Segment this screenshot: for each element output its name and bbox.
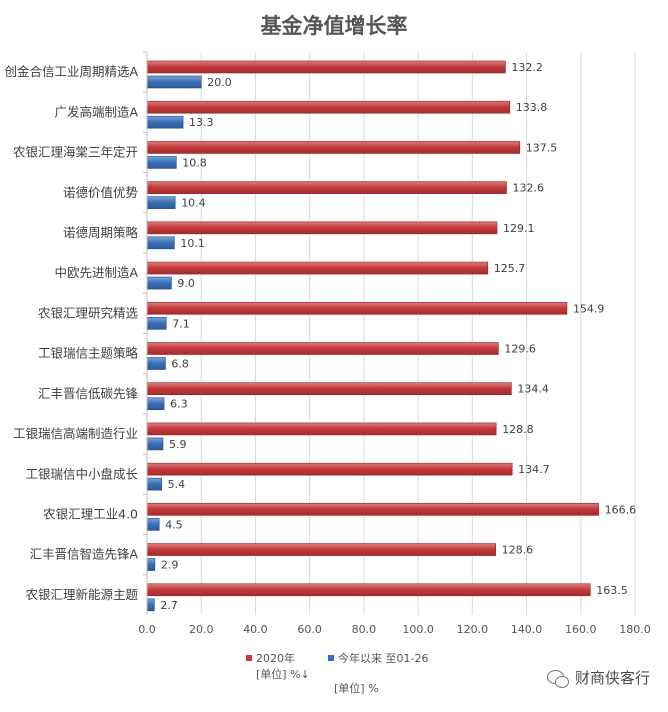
- bar-ytd: [146, 357, 166, 370]
- y-category-label: 工银瑞信高端制造行业: [13, 426, 138, 441]
- data-label: 5.9: [169, 438, 187, 451]
- bar-ytd: [146, 437, 164, 451]
- y-category-label: 广发高端制造A: [54, 104, 138, 119]
- data-label: 4.5: [165, 518, 183, 531]
- data-label: 134.7: [518, 463, 550, 476]
- x-tick-label: 0.0: [138, 623, 156, 636]
- bar-2020: [146, 301, 568, 315]
- bar-ytd: [146, 156, 177, 169]
- bar-2020: [146, 503, 599, 516]
- bar-2020: [146, 60, 506, 74]
- axis-layer: 0.0 20.0 40.0 60.0 80.0 100.0 120.0 140.0 160.0 1…: [4, 51, 651, 636]
- y-category-label: 汇丰晋信智造先锋A: [29, 547, 138, 562]
- y-category-label: 诺德周期策略: [63, 225, 139, 240]
- data-label: 132.6: [512, 182, 544, 195]
- bar-2020: [146, 543, 496, 556]
- bar-2020: [146, 141, 521, 154]
- bar-ytd: [146, 316, 167, 330]
- y-category-label: 农银汇理工业4.0: [43, 506, 138, 521]
- bar-ytd: [146, 397, 165, 411]
- data-label: 10.4: [181, 197, 206, 210]
- data-label: 10.1: [180, 237, 205, 250]
- data-label: 128.6: [502, 544, 534, 557]
- y-category-label: 工银瑞信主题策略: [38, 346, 139, 361]
- x-tick-label: 60.0: [297, 623, 322, 636]
- y-category-label: 创金合信工业周期精选A: [4, 64, 138, 79]
- data-label: 6.8: [171, 358, 189, 371]
- legend-unit-1: [单位] %↓: [256, 667, 310, 681]
- labels-layer: 132.2 20.0 133.8 13.3 137.5 10.8 132.6 10.4 129.…: [160, 61, 636, 612]
- y-category-label: 农银汇理海棠三年定开: [13, 145, 138, 160]
- bar-ytd: [146, 477, 162, 491]
- data-label: 13.3: [189, 116, 214, 129]
- wechat-icon: [546, 668, 569, 688]
- bar-2020: [146, 382, 512, 396]
- x-tick-label: 140.0: [511, 623, 543, 636]
- x-tick-label: 160.0: [565, 623, 597, 636]
- data-label: 2.7: [160, 599, 178, 612]
- data-label: 9.0: [177, 277, 195, 290]
- bar-ytd: [146, 518, 160, 531]
- watermark: 财商侠客行: [546, 667, 650, 688]
- bar-ytd: [146, 196, 176, 209]
- data-label: 166.6: [605, 503, 637, 516]
- y-category-label: 工银瑞信中小盘成长: [25, 466, 138, 481]
- x-tick-label: 120.0: [457, 623, 489, 636]
- x-tick-label: 100.0: [402, 623, 434, 636]
- y-category-label: 中欧先进制造A: [54, 265, 138, 280]
- data-label: 6.3: [170, 398, 188, 411]
- y-category-label: 农银汇理新能源主题: [25, 587, 138, 602]
- bar-2020: [146, 221, 498, 235]
- data-label: 20.0: [207, 76, 232, 89]
- x-tick-label: 80.0: [352, 623, 377, 636]
- data-label: 128.8: [502, 423, 534, 436]
- data-label: 137.5: [526, 141, 558, 154]
- legend-swatch-2020: [246, 655, 252, 661]
- data-label: 7.1: [172, 317, 190, 330]
- data-label: 129.1: [503, 222, 535, 235]
- bar-2020: [146, 422, 497, 436]
- y-category-label: 诺德价值优势: [63, 185, 139, 200]
- data-label: 129.6: [504, 343, 536, 356]
- x-tick-label: 20.0: [189, 623, 214, 636]
- y-category-label: 农银汇理研究精选: [38, 305, 139, 320]
- data-label: 154.9: [573, 302, 605, 315]
- bar-ytd: [146, 115, 184, 129]
- data-label: 163.5: [596, 584, 628, 597]
- legend-swatch-ytd: [328, 655, 334, 661]
- bar-ytd: [146, 598, 155, 612]
- bar-2020: [146, 261, 489, 275]
- bar-2020: [146, 100, 511, 114]
- x-tick-label: 180.0: [619, 623, 651, 636]
- grid-layer: [146, 52, 636, 615]
- bars-layer: [146, 60, 599, 612]
- bar-ytd: [146, 276, 172, 290]
- data-label: 125.7: [494, 262, 525, 275]
- data-label: 132.2: [511, 61, 543, 74]
- legend-label-ytd: 今年以来 至01-26: [338, 651, 428, 665]
- legend-unit-2: [单位] %: [334, 681, 379, 695]
- data-label: 2.9: [161, 559, 179, 572]
- data-label: 5.4: [168, 478, 186, 491]
- bar-ytd: [146, 75, 202, 89]
- chart-title: 基金净值增长率: [261, 13, 408, 38]
- bar-2020: [146, 181, 507, 194]
- data-label: 10.8: [182, 156, 207, 169]
- bar-ytd: [146, 236, 175, 250]
- bar-2020: [146, 342, 499, 355]
- watermark-text: 财商侠客行: [574, 669, 650, 687]
- x-tick-label: 40.0: [243, 623, 268, 636]
- bar-2020: [146, 583, 591, 597]
- data-label: 134.4: [517, 383, 549, 396]
- bar-ytd: [146, 558, 156, 571]
- y-category-label: 汇丰晋信低碳先锋: [38, 386, 139, 401]
- legend-label-2020: 2020年: [256, 651, 295, 665]
- bar-2020: [146, 462, 513, 476]
- data-label: 133.8: [516, 101, 548, 114]
- legend: 2020年 [单位] %↓ 今年以来 至01-26 [单位] %: [246, 651, 428, 695]
